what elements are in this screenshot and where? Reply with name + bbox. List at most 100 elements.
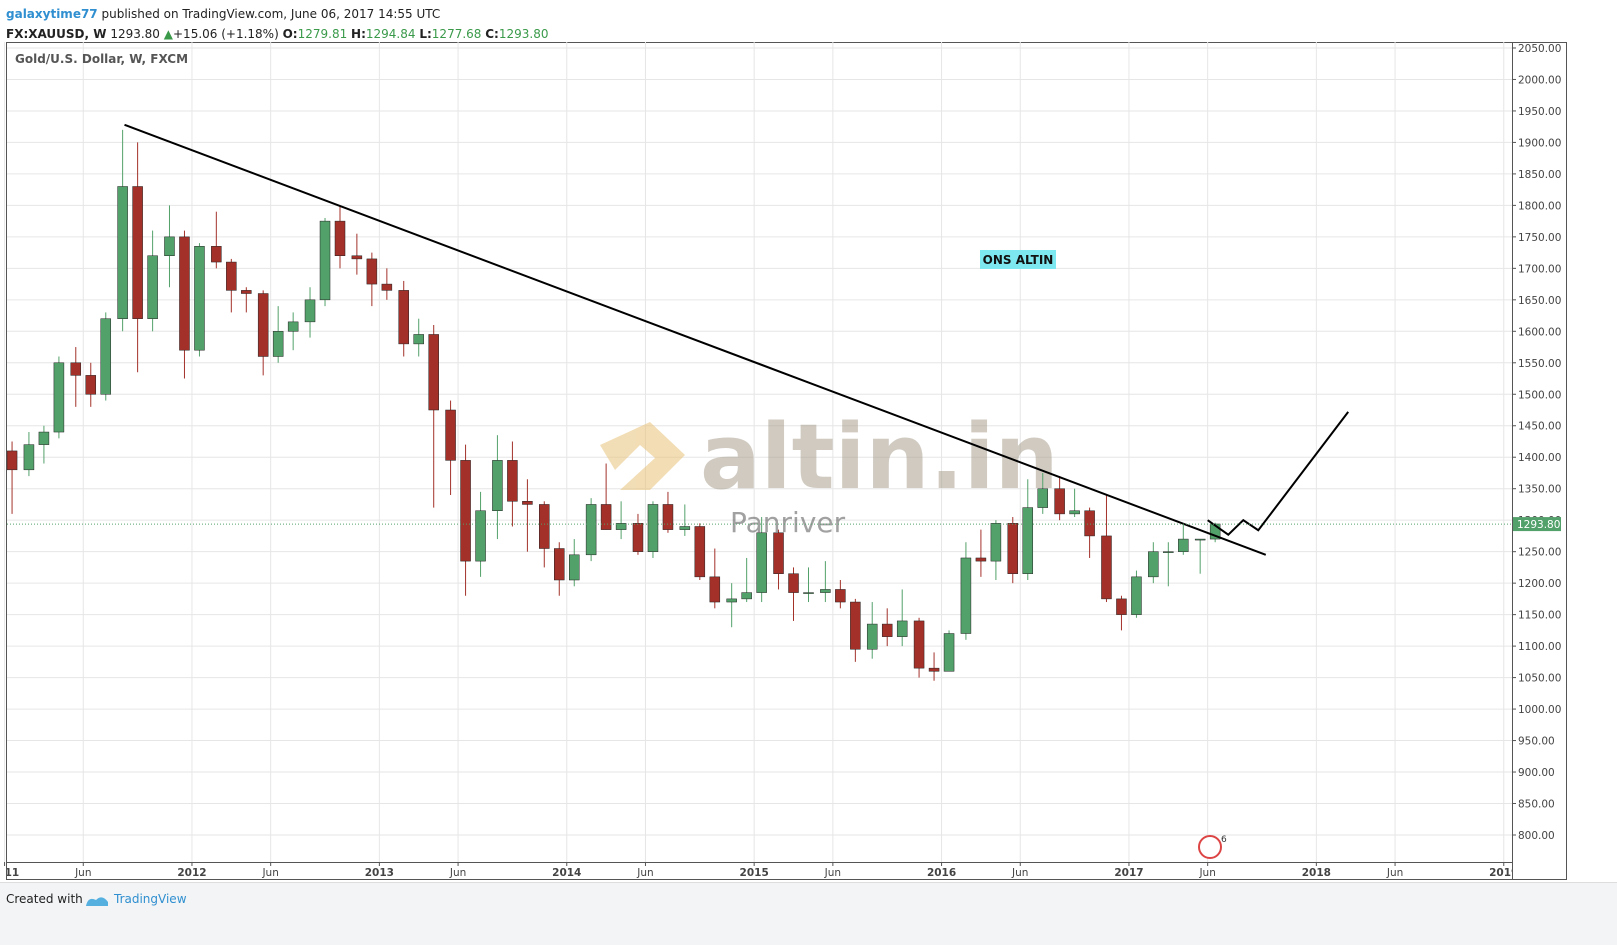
candle bbox=[475, 491, 486, 577]
candle-body bbox=[100, 318, 112, 395]
high-label: H: bbox=[351, 27, 366, 41]
candle-body bbox=[1209, 523, 1221, 540]
header: galaxytime77 published on TradingView.co… bbox=[6, 4, 548, 44]
candle bbox=[820, 561, 831, 603]
y-tick-label: 1150.00 bbox=[1518, 610, 1561, 622]
candle bbox=[351, 233, 363, 275]
candle bbox=[241, 287, 252, 313]
candle bbox=[1101, 495, 1112, 603]
y-tick-label: 850.00 bbox=[1518, 799, 1555, 811]
annotation[interactable]: ONS ALTIN bbox=[983, 253, 1054, 267]
candle bbox=[788, 567, 799, 621]
candle-body bbox=[615, 523, 627, 530]
candle-body bbox=[726, 598, 737, 603]
candle bbox=[1178, 523, 1189, 555]
candle bbox=[632, 513, 644, 555]
candle-body bbox=[287, 321, 299, 332]
candle bbox=[928, 652, 940, 681]
candle-body bbox=[351, 255, 363, 260]
y-tick-label: 2000.00 bbox=[1518, 74, 1561, 86]
candle-body bbox=[319, 220, 331, 301]
y-tick-label: 1700.00 bbox=[1518, 263, 1561, 275]
y-tick-label: 1400.00 bbox=[1518, 452, 1561, 464]
candle bbox=[164, 205, 175, 288]
up-arrow: ▲ bbox=[163, 27, 173, 41]
candle-body bbox=[381, 283, 393, 291]
candle bbox=[1037, 472, 1049, 514]
legend: Gold/U.S. Dollar, W, FXCM bbox=[15, 52, 188, 66]
footer: Created with TradingView bbox=[0, 882, 1617, 945]
candle-body bbox=[1116, 598, 1127, 615]
y-tick-label: 1100.00 bbox=[1518, 641, 1561, 653]
candle-body bbox=[539, 504, 550, 549]
candle bbox=[1194, 538, 1206, 574]
open-label: O: bbox=[282, 27, 298, 41]
x-tick-label: Jun bbox=[74, 867, 91, 879]
candle bbox=[194, 243, 205, 357]
candle bbox=[756, 517, 767, 603]
close-label: C: bbox=[485, 27, 499, 41]
candle bbox=[1084, 507, 1095, 558]
watermark: altin.in Panriver bbox=[600, 405, 1059, 539]
trendline bbox=[124, 123, 1267, 556]
candle-body bbox=[257, 293, 269, 357]
event-icon[interactable] bbox=[1198, 835, 1222, 859]
x-tick-label: 2014 bbox=[552, 867, 581, 879]
candle-body bbox=[492, 460, 503, 511]
x-tick-label: 2011 bbox=[0, 867, 19, 879]
candle-body bbox=[1148, 551, 1159, 578]
y-tick-label: 1650.00 bbox=[1518, 295, 1561, 307]
candle-body bbox=[990, 523, 1002, 562]
x-tick-label: Jun bbox=[636, 867, 653, 879]
change: +15.06 (+1.18%) bbox=[173, 27, 279, 41]
high: 1294.84 bbox=[365, 27, 416, 41]
published: published on TradingView.com, June 06, 2… bbox=[101, 7, 441, 21]
open: 1279.81 bbox=[297, 27, 348, 41]
candle-body bbox=[53, 362, 65, 433]
brand[interactable]: TradingView bbox=[114, 892, 187, 906]
y-tick-label: 800.00 bbox=[1518, 830, 1555, 842]
candle-body bbox=[211, 246, 222, 263]
candle-body bbox=[913, 620, 925, 669]
x-tick-label: 2018 bbox=[1302, 867, 1331, 879]
candle-body bbox=[475, 510, 486, 562]
y-tick-label: 1750.00 bbox=[1518, 232, 1561, 244]
candle-body bbox=[522, 501, 533, 505]
candle bbox=[913, 617, 925, 678]
candle-body bbox=[241, 290, 252, 294]
candle-body bbox=[398, 290, 409, 345]
candle bbox=[1069, 488, 1080, 518]
candle-body bbox=[647, 504, 659, 552]
low: 1277.68 bbox=[431, 27, 482, 41]
candle bbox=[226, 258, 237, 313]
candle-body bbox=[756, 532, 767, 593]
candle-body bbox=[835, 589, 846, 603]
candle bbox=[1131, 570, 1142, 618]
x-axis-labels: 2011 Jun 2012 Jun 2013 Jun 2014 Jun 2015 Jun 2016 J… bbox=[0, 867, 1518, 879]
candle-body bbox=[803, 592, 814, 594]
candle bbox=[679, 504, 691, 536]
y-tick-label: 1250.00 bbox=[1518, 547, 1561, 559]
user[interactable]: galaxytime77 bbox=[6, 7, 98, 21]
candle-body bbox=[1101, 535, 1112, 600]
candle bbox=[866, 602, 878, 659]
y-tick-label: 950.00 bbox=[1518, 736, 1555, 748]
y-tick-label: 1500.00 bbox=[1518, 389, 1561, 401]
x-tick-label: 2012 bbox=[177, 867, 206, 879]
plot bbox=[7, 123, 1512, 681]
candle bbox=[943, 630, 955, 672]
candle bbox=[615, 501, 627, 540]
x-tick-label: 2019 bbox=[1489, 867, 1518, 879]
y-tick-label: 1550.00 bbox=[1518, 358, 1561, 370]
y-tick-label: 1000.00 bbox=[1518, 704, 1561, 716]
candle-body bbox=[445, 409, 456, 461]
candle-body bbox=[820, 589, 831, 593]
annotation-box bbox=[980, 250, 1056, 269]
candle bbox=[896, 589, 908, 647]
candle bbox=[445, 400, 456, 496]
candle-body bbox=[23, 444, 35, 471]
candle-body bbox=[1178, 538, 1189, 552]
chart-frame bbox=[6, 42, 1567, 880]
candle-body bbox=[1194, 538, 1206, 541]
candle bbox=[132, 142, 143, 373]
